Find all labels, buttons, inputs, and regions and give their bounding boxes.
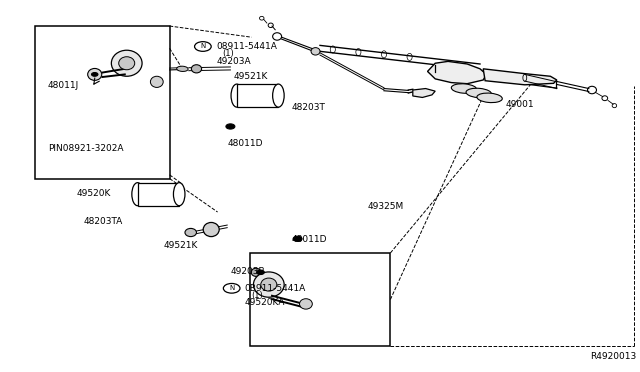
Text: 49001: 49001 <box>506 100 534 109</box>
Text: 49203B: 49203B <box>230 267 265 276</box>
Text: 49520KA: 49520KA <box>244 298 285 307</box>
Text: 48011J: 48011J <box>48 81 79 90</box>
Polygon shape <box>428 61 486 84</box>
Text: PIN08921-3202A: PIN08921-3202A <box>48 144 124 153</box>
Ellipse shape <box>231 84 243 107</box>
Ellipse shape <box>173 183 185 206</box>
Text: 49521K: 49521K <box>234 72 268 81</box>
Text: 48011D: 48011D <box>227 139 262 148</box>
Text: 49325M: 49325M <box>368 202 404 211</box>
Circle shape <box>257 270 264 275</box>
Text: N: N <box>200 44 205 49</box>
Text: N: N <box>229 285 234 291</box>
Ellipse shape <box>191 65 202 73</box>
Ellipse shape <box>119 57 135 70</box>
Polygon shape <box>483 69 557 85</box>
Text: 0B911-5441A: 0B911-5441A <box>244 284 306 293</box>
Ellipse shape <box>185 228 196 237</box>
Ellipse shape <box>251 268 261 276</box>
Text: (1): (1) <box>223 49 234 58</box>
Ellipse shape <box>253 272 284 297</box>
Ellipse shape <box>88 68 102 80</box>
Text: 48203TA: 48203TA <box>83 217 122 226</box>
Ellipse shape <box>477 93 502 103</box>
Text: R4920013: R4920013 <box>591 352 637 361</box>
Text: 48203T: 48203T <box>291 103 325 112</box>
Text: 08911-5441A: 08911-5441A <box>216 42 277 51</box>
Circle shape <box>293 236 302 241</box>
Text: 48011D: 48011D <box>291 235 326 244</box>
Polygon shape <box>413 89 435 97</box>
Text: (1): (1) <box>252 291 263 300</box>
Ellipse shape <box>451 84 477 93</box>
Text: 49203A: 49203A <box>216 57 251 66</box>
Bar <box>35 26 170 179</box>
Ellipse shape <box>466 88 492 98</box>
Bar <box>237 84 278 107</box>
Ellipse shape <box>132 183 143 206</box>
Ellipse shape <box>177 66 188 71</box>
Ellipse shape <box>111 50 142 76</box>
Circle shape <box>92 73 98 76</box>
Ellipse shape <box>273 84 284 107</box>
Text: 49520K: 49520K <box>77 189 111 198</box>
Bar <box>250 253 390 346</box>
Ellipse shape <box>261 278 277 291</box>
Ellipse shape <box>311 48 320 55</box>
Ellipse shape <box>150 76 163 87</box>
Ellipse shape <box>204 222 219 237</box>
Circle shape <box>226 124 235 129</box>
Ellipse shape <box>300 299 312 309</box>
Bar <box>138 183 179 206</box>
Text: 49521K: 49521K <box>163 241 198 250</box>
